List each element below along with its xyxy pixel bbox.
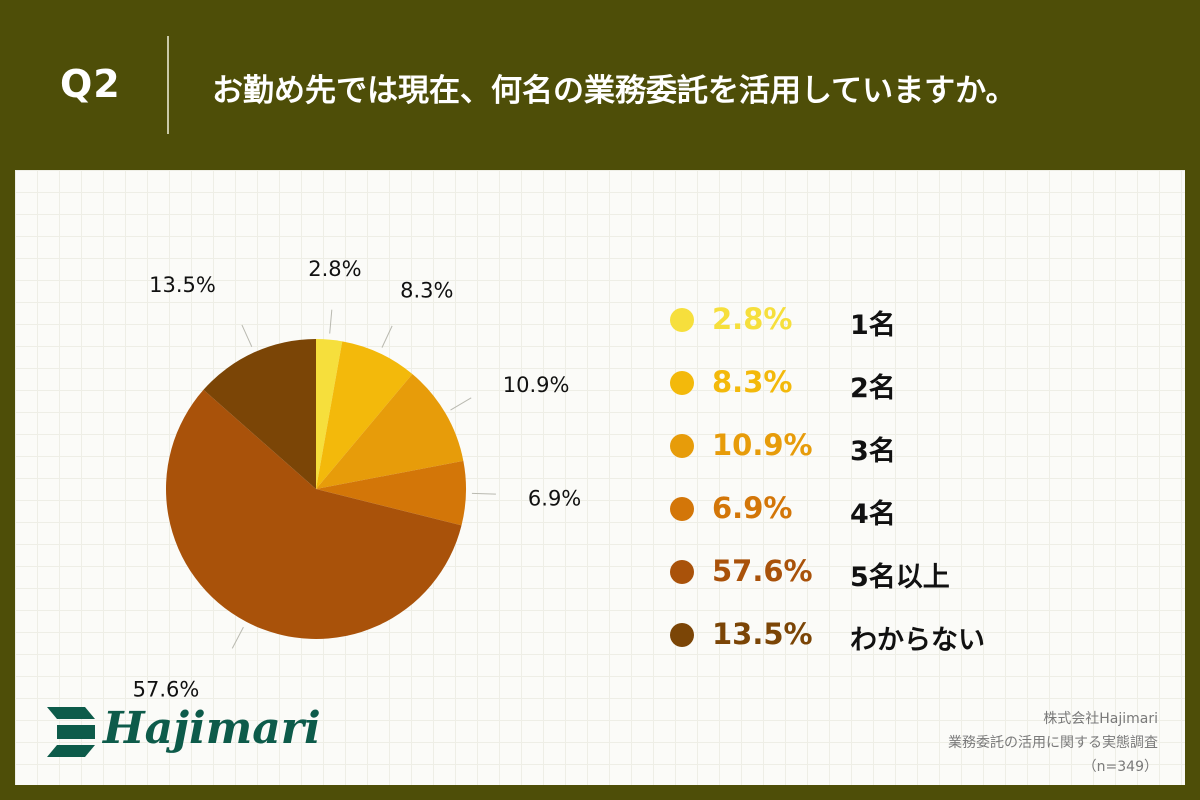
pie-slice-3: [316, 374, 464, 489]
legend-category: 2名: [850, 373, 896, 404]
source-sample: （n=349）: [1082, 759, 1158, 775]
pie-slice-1: [316, 339, 343, 489]
legend-swatch: [670, 308, 694, 332]
legend-percent: 10.9%: [712, 428, 813, 462]
slice-label-2: 8.3%: [400, 279, 453, 303]
pie-slice-5: [165, 389, 462, 639]
pie-slice-4: [316, 460, 466, 526]
slice-label-3: 10.9%: [503, 373, 570, 397]
legend-percent: 13.5%: [712, 617, 813, 651]
source-survey: 業務委託の活用に関する実態調査: [948, 735, 1158, 751]
pie-slice-6: [203, 339, 316, 489]
legend-swatch: [670, 623, 694, 647]
slice-label-4: 6.9%: [528, 487, 581, 511]
legend-category: 1名: [850, 310, 896, 341]
leader-line-1: [329, 309, 333, 334]
leader-line-3: [450, 397, 472, 411]
legend-category: 5名以上: [850, 562, 950, 593]
legend-percent: 6.9%: [712, 491, 793, 525]
legend-swatch: [670, 371, 694, 395]
logo-mark-icon: [47, 707, 95, 757]
legend-swatch: [670, 497, 694, 521]
leader-line-5: [231, 626, 244, 649]
pie-slice-2: [316, 341, 413, 489]
legend-percent: 8.3%: [712, 365, 793, 399]
legend-swatch: [670, 560, 694, 584]
slice-label-6: 13.5%: [149, 273, 216, 297]
legend-category: 4名: [850, 499, 896, 530]
leader-line-6: [241, 324, 253, 348]
leader-line-2: [381, 325, 393, 348]
header: Q2 お勤め先では現在、何名の業務委託を活用していますか。: [0, 0, 1200, 170]
legend-swatch: [670, 434, 694, 458]
question-number: Q2: [60, 62, 121, 106]
legend-category: わからない: [850, 625, 985, 656]
source-note: 株式会社Hajimari 業務委託の活用に関する実態調査 （n=349）: [948, 707, 1158, 779]
slice-label-1: 2.8%: [308, 257, 361, 281]
legend-percent: 57.6%: [712, 554, 813, 588]
question-title: お勤め先では現在、何名の業務委託を活用していますか。: [212, 73, 1017, 109]
header-divider: [167, 36, 169, 134]
logo-text: Hajimari: [103, 703, 321, 754]
leader-line-4: [471, 492, 496, 495]
source-company: 株式会社Hajimari: [1043, 711, 1158, 727]
slice-label-5: 57.6%: [133, 677, 200, 701]
legend-percent: 2.8%: [712, 302, 793, 336]
legend-category: 3名: [850, 436, 896, 467]
hajimari-logo: Hajimari: [45, 703, 321, 763]
